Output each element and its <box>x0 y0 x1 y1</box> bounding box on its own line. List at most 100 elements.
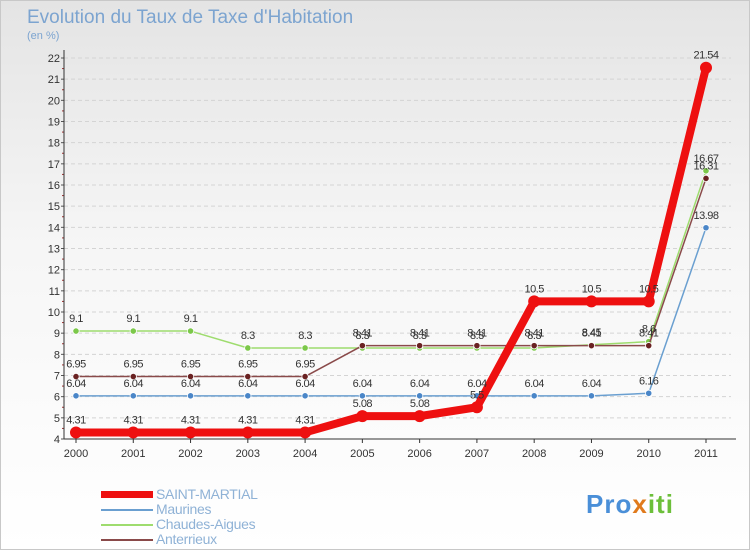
data-label-maurines: 13.98 <box>693 210 718 222</box>
y-tick-label: 11 <box>49 286 60 298</box>
y-tick-label: 16 <box>48 180 60 192</box>
series-line-maurines <box>76 227 707 397</box>
y-tick-label: 18 <box>48 138 60 150</box>
data-label-chaudes-aigues: 8.45 <box>582 327 602 339</box>
series-line-saint-martial <box>76 66 710 437</box>
data-label-saint-martial: 10.5 <box>582 283 602 295</box>
data-label-saint-martial: 4.31 <box>66 414 86 426</box>
x-tick-label: 2004 <box>293 448 317 460</box>
point-anterrieux <box>244 372 252 381</box>
x-tick-label: 2000 <box>64 448 88 460</box>
data-label-anterrieux: 8.41 <box>524 328 544 340</box>
y-tick-label: 4 <box>54 434 60 446</box>
data-label-chaudes-aigues: 9.1 <box>126 313 140 325</box>
point-saint-martial <box>528 295 541 308</box>
y-tick-label: 6 <box>54 392 60 404</box>
x-tick-label: 2011 <box>694 448 718 460</box>
data-label-chaudes-aigues: 8.3 <box>298 330 312 342</box>
x-tick-label: 2001 <box>121 448 145 460</box>
point-maurines <box>72 392 80 400</box>
x-tick-label: 2003 <box>236 448 260 460</box>
chart-title: Evolution du Taux de Taxe d'Habitation <box>27 7 354 28</box>
data-label-anterrieux: 6.95 <box>66 359 86 371</box>
data-label-saint-martial: 4.31 <box>295 414 315 426</box>
y-tick-label: 10 <box>48 307 60 319</box>
point-chaudes-aigues <box>129 327 137 335</box>
chart-subtitle: (en %) <box>27 30 60 42</box>
legend-label-chaudes-aigues: Chaudes-Aigues <box>156 516 256 532</box>
data-label-chaudes-aigues: 8.6 <box>642 324 656 336</box>
point-anterrieux <box>530 342 538 350</box>
point-anterrieux <box>702 174 710 183</box>
data-label-chaudes-aigues: 8.3 <box>413 330 427 342</box>
point-maurines <box>702 224 710 232</box>
point-maurines <box>645 389 653 397</box>
series-line-anterrieux <box>76 178 707 378</box>
legend-swatch-anterrieux <box>101 539 153 541</box>
y-tick-label: 19 <box>48 117 60 129</box>
logo-part-2: x <box>632 489 648 519</box>
point-anterrieux <box>129 372 137 381</box>
data-label-chaudes-aigues: 8.3 <box>470 330 484 342</box>
data-label-saint-martial: 4.31 <box>238 414 258 426</box>
point-saint-martial <box>184 426 197 439</box>
data-label-anterrieux: 8.41 <box>582 328 602 340</box>
series-group <box>70 61 712 439</box>
point-maurines <box>358 392 366 400</box>
point-maurines <box>587 392 596 400</box>
data-label-maurines: 6.04 <box>124 378 144 390</box>
legend-label-anterrieux: Anterrieux <box>156 531 217 547</box>
data-label-anterrieux: 8.41 <box>410 328 430 340</box>
data-label-chaudes-aigues: 9.1 <box>184 313 198 325</box>
data-label-maurines: 6.04 <box>524 378 544 390</box>
data-label-anterrieux: 8.41 <box>353 328 373 340</box>
data-label-saint-martial: 4.31 <box>124 414 144 426</box>
grid <box>64 57 731 419</box>
data-label-maurines: 6.04 <box>238 378 258 390</box>
point-chaudes-aigues <box>244 344 252 352</box>
point-saint-martial <box>299 426 312 439</box>
data-label-anterrieux: 6.95 <box>181 359 201 371</box>
x-tick-label: 2007 <box>465 448 489 460</box>
y-tick-label: 21 <box>48 74 60 86</box>
point-maurines <box>301 392 309 400</box>
data-label-anterrieux: 6.95 <box>295 359 315 371</box>
point-anterrieux <box>416 342 424 350</box>
proxiti-logo: Proxiti <box>586 489 674 520</box>
data-label-maurines: 6.04 <box>410 378 430 390</box>
x-tick-label: 2010 <box>636 448 660 460</box>
point-chaudes-aigues <box>702 167 710 175</box>
point-maurines <box>530 392 538 400</box>
point-chaudes-aigues <box>72 327 80 335</box>
y-tick-label: 5 <box>54 413 60 425</box>
y-tick-label: 20 <box>48 95 60 107</box>
data-label-saint-martial: 5.5 <box>470 389 484 401</box>
point-saint-martial <box>642 295 655 308</box>
x-tick-label: 2009 <box>579 448 603 460</box>
data-label-maurines: 6.04 <box>181 378 201 390</box>
data-label-anterrieux: 8.41 <box>639 328 659 340</box>
y-tick-label: 14 <box>48 222 60 234</box>
legend-swatch-chaudes-aigues <box>101 524 153 526</box>
x-tick-label: 2002 <box>178 448 202 460</box>
legend-swatch-maurines <box>101 509 153 511</box>
y-tick-label: 9 <box>54 328 60 340</box>
data-label-chaudes-aigues: 8.3 <box>527 330 541 342</box>
point-anterrieux <box>645 342 653 350</box>
point-anterrieux <box>186 372 195 381</box>
y-tick-label: 13 <box>48 244 60 256</box>
point-anterrieux <box>72 372 80 381</box>
data-label-chaudes-aigues: 16.67 <box>693 153 718 165</box>
data-labels: 6.04 6.04 6.04 6.04 6.04 6.04 6.04 6.04 6.04 6.04… <box>66 50 719 427</box>
point-anterrieux <box>301 372 309 381</box>
data-label-chaudes-aigues: 8.3 <box>241 330 255 342</box>
x-tick-label: 2006 <box>407 448 431 460</box>
series-line-chaudes-aigues <box>76 170 707 349</box>
y-tick-label: 7 <box>54 371 60 383</box>
legend-label-maurines: Maurines <box>156 501 212 517</box>
y-tick-label: 22 <box>48 53 60 65</box>
logo-part-1: Pro <box>586 489 633 519</box>
data-label-chaudes-aigues: 9.1 <box>69 313 83 325</box>
data-label-anterrieux: 6.95 <box>238 359 258 371</box>
